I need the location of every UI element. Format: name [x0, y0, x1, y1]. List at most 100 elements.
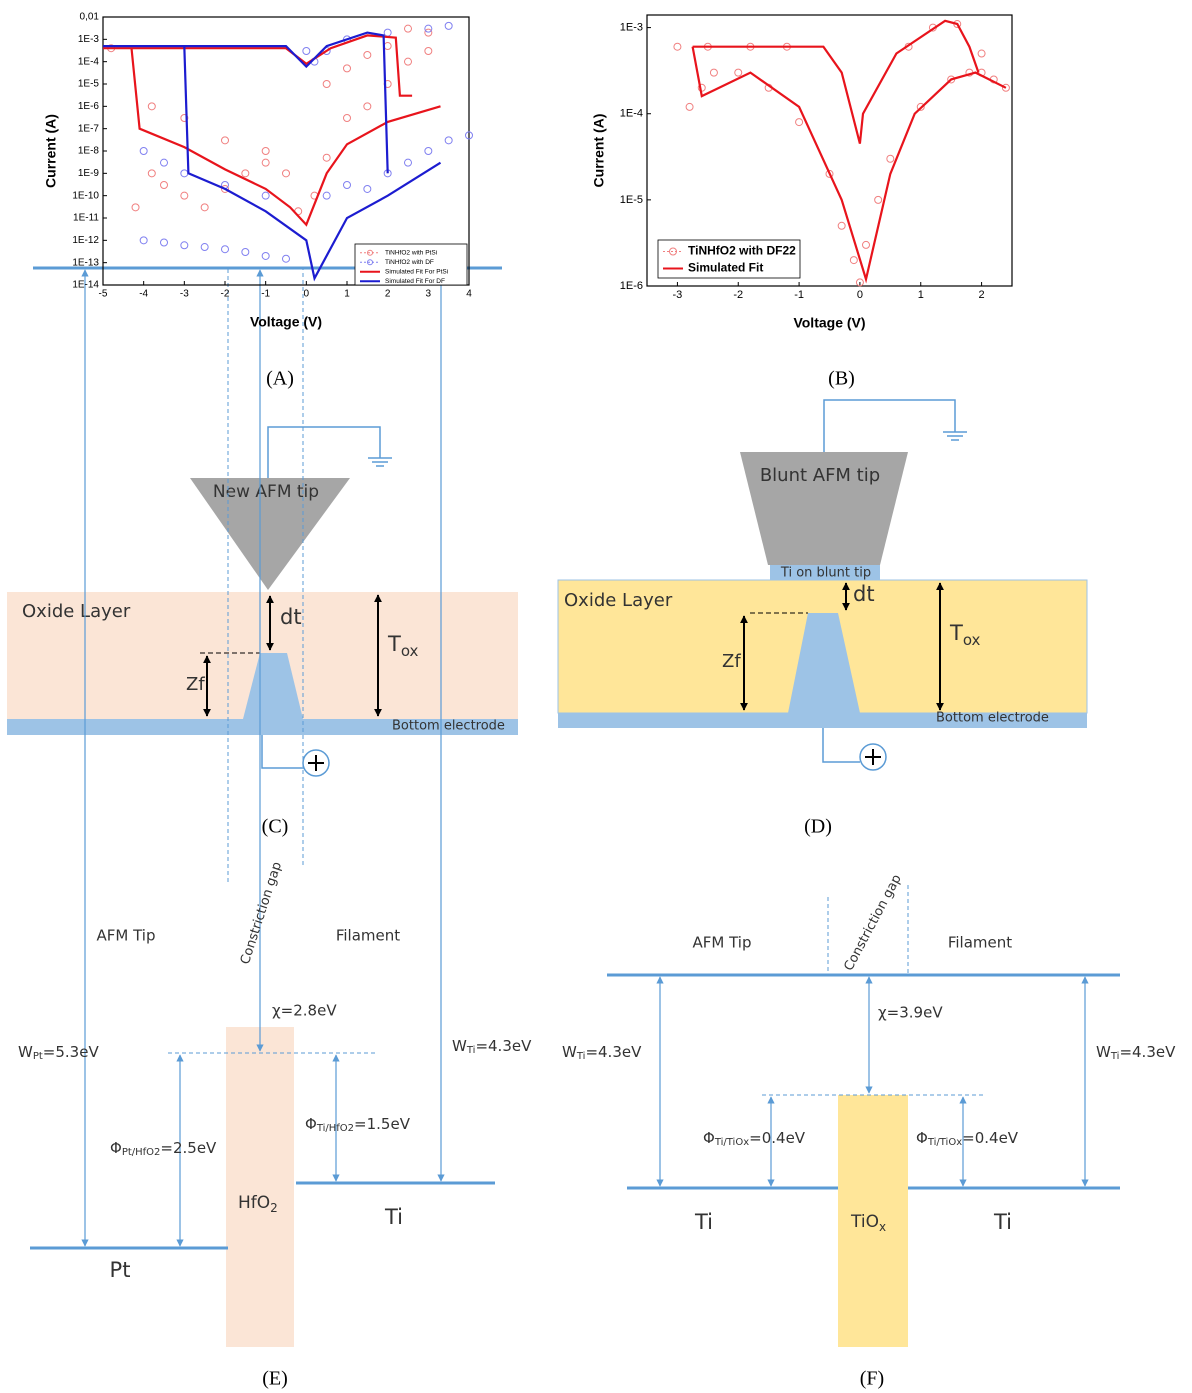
tip-label: Blunt AFM tip	[760, 465, 880, 486]
diagram-d: Blunt AFM tip Ti on blunt tip Oxide Laye…	[557, 399, 1088, 838]
sub: Ti	[1110, 1051, 1120, 1062]
data-point	[855, 278, 864, 287]
oxide-label: Oxide Layer	[22, 601, 131, 622]
caption: (A)	[266, 368, 294, 390]
wire	[261, 735, 304, 769]
x-axis-label: Voltage (V)	[250, 314, 322, 330]
plot-frame	[646, 14, 1013, 287]
value: =1.5eV	[354, 1115, 411, 1133]
y-tick-label: 0,01	[80, 12, 100, 23]
chart: 1E-6 1E-5 1E-4 1E-3 -3 -2 -1 0 1 2 Voltage (V) Curr…	[591, 14, 1013, 390]
chart: 0,01 1E-3 1E-4 1E-5 1E-6 1E-7 1E-8 1E-9 1E-10 1E-…	[43, 12, 473, 390]
filament	[788, 613, 860, 713]
oxide-label: HfO2	[238, 1193, 278, 1215]
right-metal: Ti	[993, 1210, 1012, 1234]
data-point	[837, 221, 846, 230]
data-point	[180, 241, 189, 250]
chi-label: χ=3.9eV	[878, 1004, 943, 1022]
data-point	[200, 203, 209, 212]
symbol: Φ	[703, 1129, 715, 1147]
x-tick-label: 0	[857, 289, 863, 301]
data-point	[180, 114, 189, 123]
x-tick-label: -2	[733, 289, 743, 301]
data-point	[180, 169, 189, 178]
data-point	[383, 28, 392, 37]
sub: Pt	[33, 1051, 43, 1062]
data-point	[977, 49, 986, 58]
data-point	[261, 147, 270, 155]
data-point	[322, 80, 331, 88]
y-tick-label: 1E-10	[72, 190, 99, 201]
legend-label: Simulated Fit	[688, 261, 763, 275]
legend-label: Simulated Fit For PtSi	[385, 268, 448, 275]
value: =4.3eV	[475, 1037, 532, 1055]
fit-line	[691, 19, 1007, 284]
data-point	[282, 254, 290, 263]
data-point	[131, 203, 140, 212]
ground	[943, 431, 967, 441]
phi-right-label: ΦTi/HfO2=1.5eV	[305, 1115, 411, 1135]
data-point	[363, 50, 372, 59]
legend-label: TiNHfO2 with DF	[385, 259, 434, 266]
value: =4.3eV	[1119, 1043, 1176, 1061]
oxide-label: TiOx	[850, 1212, 886, 1234]
data-point	[734, 68, 743, 77]
electrode-label: Bottom electrode	[392, 719, 505, 734]
data-point	[404, 158, 412, 167]
data-point	[424, 147, 433, 155]
left-label: AFM Tip	[97, 927, 156, 945]
plus-sign	[308, 755, 324, 771]
x-tick-label: -3	[673, 289, 683, 301]
bottom-electrode	[558, 713, 1087, 728]
x-tick-label: 4	[466, 289, 472, 300]
data-point	[444, 21, 453, 30]
data-point	[465, 131, 473, 140]
data-point	[916, 102, 925, 111]
x-tick-label: 1	[344, 289, 350, 300]
symbol: Φ	[110, 1139, 122, 1157]
legend-label: TiNHfO2 with DF22	[688, 244, 796, 258]
right-metal: Ti	[384, 1205, 403, 1229]
data-point	[424, 28, 433, 37]
y-tick-label: 1E-4	[78, 56, 100, 67]
wire	[823, 399, 956, 452]
afm-tip	[740, 452, 908, 565]
caption: (B)	[828, 368, 855, 390]
fit-line	[103, 34, 441, 227]
symbol: W	[562, 1043, 577, 1061]
y-tick-label: 1E-7	[78, 123, 100, 134]
chi-label: χ=2.8eV	[272, 1002, 337, 1020]
data-point	[322, 191, 331, 200]
data-point	[404, 57, 412, 66]
sub: Ti/TiOx	[714, 1137, 749, 1148]
data-point	[147, 102, 156, 111]
y-tick-label: 1E-5	[620, 194, 643, 206]
x-tick-label: -1	[794, 289, 804, 301]
legend-label: TiNHfO2 with PtSi	[385, 249, 437, 256]
tox-label: Tox	[949, 621, 981, 649]
data-point	[160, 238, 168, 247]
x-tick-label: 0	[304, 289, 310, 300]
symbol: W	[18, 1043, 33, 1061]
caption: (E)	[262, 1368, 288, 1390]
y-tick-label: 1E-9	[78, 168, 100, 179]
wire	[822, 728, 860, 763]
data-point	[343, 64, 351, 73]
data-point	[343, 181, 351, 190]
afm-tip	[190, 478, 350, 590]
y-tick-label: 1E-6	[620, 280, 643, 292]
fit-line	[103, 31, 442, 282]
electrode-label: Bottom electrode	[936, 711, 1049, 726]
x-tick-label: -1	[261, 289, 270, 300]
data-point	[261, 191, 270, 200]
legend-label: Simulated Fit For DF	[385, 278, 445, 285]
data-point	[673, 42, 682, 51]
data-point	[160, 181, 168, 190]
data-point	[1001, 83, 1010, 92]
data-point	[147, 169, 156, 178]
y-tick-label: 1E-12	[72, 235, 99, 246]
sub: Ti/HfO2	[316, 1123, 354, 1134]
data-point	[849, 256, 858, 265]
y-tick-label: 1E-3	[78, 34, 100, 45]
data-point	[424, 24, 433, 33]
